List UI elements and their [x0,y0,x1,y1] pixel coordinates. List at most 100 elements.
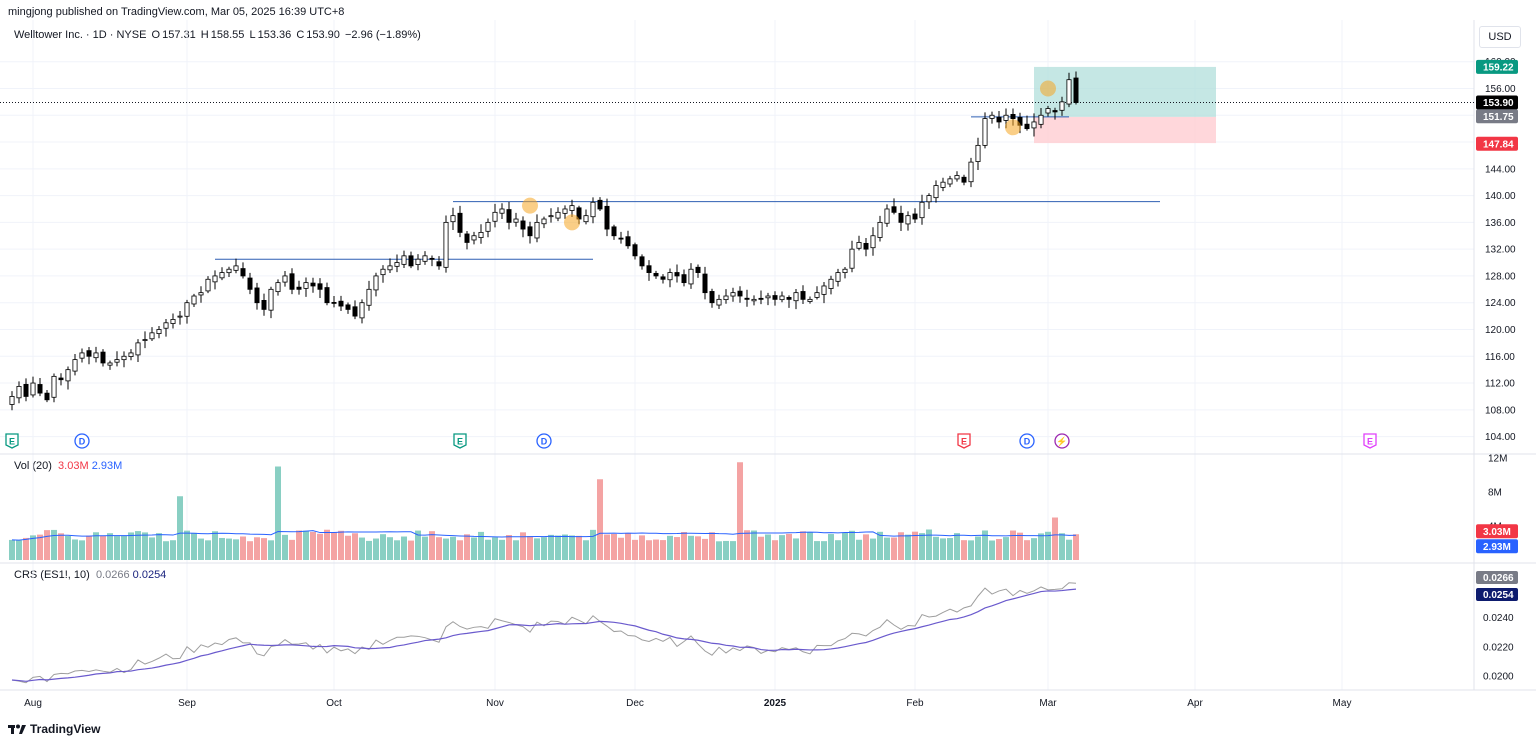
crs-value: 0.0266 [95,569,130,581]
crs-tick-label: 0.0220 [1483,642,1514,653]
candle-body [611,226,617,237]
candle-body [548,215,554,218]
candle-body [1024,123,1030,130]
volume-bar [548,534,554,560]
volume-bar [205,540,211,560]
candle-body [940,181,946,188]
volume-bar [485,539,491,560]
time-tick-label: Aug [24,698,42,709]
volume-bar [877,531,883,560]
candle-body [422,255,428,262]
candle-body [597,199,603,210]
currency-button[interactable]: USD [1479,26,1521,48]
crs-legend[interactable]: CRS (ES1!, 10) 0.0266 0.0254 [14,569,166,581]
earnings-icon [957,433,971,449]
price-tick-label: 132.00 [1485,245,1516,256]
volume-bar [758,536,764,560]
candle-body [331,302,337,304]
volume-bar [1024,540,1030,560]
earnings-icon [453,433,467,449]
volume-bar [65,535,71,560]
volume-bar [856,539,862,560]
candle-body [744,297,750,300]
volume-bar [667,535,673,560]
candle-body [380,268,386,276]
volume-bar [653,539,659,560]
volume-bar [429,531,435,560]
volume-bar [702,538,708,560]
volume-bar [394,540,400,560]
candle-body [37,384,43,394]
volume-bar [16,540,22,560]
candle-body [436,261,442,267]
candle-body [856,242,862,249]
volume-bar [1066,539,1072,560]
candle-body [254,287,260,304]
candle-body [891,206,897,213]
candle-body [65,369,71,382]
volume-bar [646,540,652,560]
volume-tick-label: 12M [1488,454,1507,465]
candle-body [30,382,36,396]
dividend-icon [536,433,552,449]
tradingview-icon [8,724,26,734]
volume-bar [436,537,442,560]
volume-bar [1003,537,1009,560]
volume-bar [289,539,295,560]
volume-bar [1073,534,1079,560]
candle-body [317,283,323,290]
candle-body [1031,121,1037,129]
candle-body [1052,110,1058,113]
candle-body [863,242,869,250]
volume-bar [737,462,743,560]
volume-bar [751,530,757,560]
volume-bar [1031,538,1037,560]
volume-bar [800,531,806,560]
volume-bar [611,533,617,560]
event-marker-label: ⚡ [1056,436,1067,448]
candle-body [86,350,92,357]
volume-bar [709,532,715,560]
candle-body [226,268,232,274]
volume-bar [261,538,267,560]
volume-bar [793,538,799,560]
candle-body [9,396,15,405]
candle-body [968,161,974,183]
volume-bar [1059,533,1065,560]
candle-body [527,226,533,237]
candle-body [506,209,512,223]
volume-bar [926,529,932,560]
candle-body [156,329,162,335]
candle-body [16,385,22,399]
volume-ma-bg [1476,539,1518,554]
volume-bars [9,462,1079,560]
candle-body [835,272,841,282]
volume-bar [674,537,680,560]
volume-bar [198,538,204,560]
event-marker-label: E [9,437,15,447]
volume-bar [471,537,477,560]
candle-body [590,201,596,218]
candle-body [562,208,568,214]
candle-body [737,290,743,297]
volume-bar [828,534,834,560]
highlight-circle [522,197,538,214]
volume-bar [303,530,309,560]
tradingview-logo[interactable]: TradingView [8,722,100,736]
candle-body [877,221,883,238]
candle-body [604,205,610,230]
time-tick-label: Oct [326,698,342,709]
split-icon [1054,433,1070,449]
price-tick-label: 144.00 [1485,164,1516,175]
candle-body [961,176,967,183]
volume-bar [142,532,148,560]
volume-bar [37,534,43,560]
candle-body [142,339,148,341]
candle-body [72,359,78,372]
volume-bar [625,533,631,560]
candle-body [779,295,785,301]
candle-body [1066,79,1072,105]
volume-bar [884,537,890,560]
earnings-icon [5,433,19,449]
